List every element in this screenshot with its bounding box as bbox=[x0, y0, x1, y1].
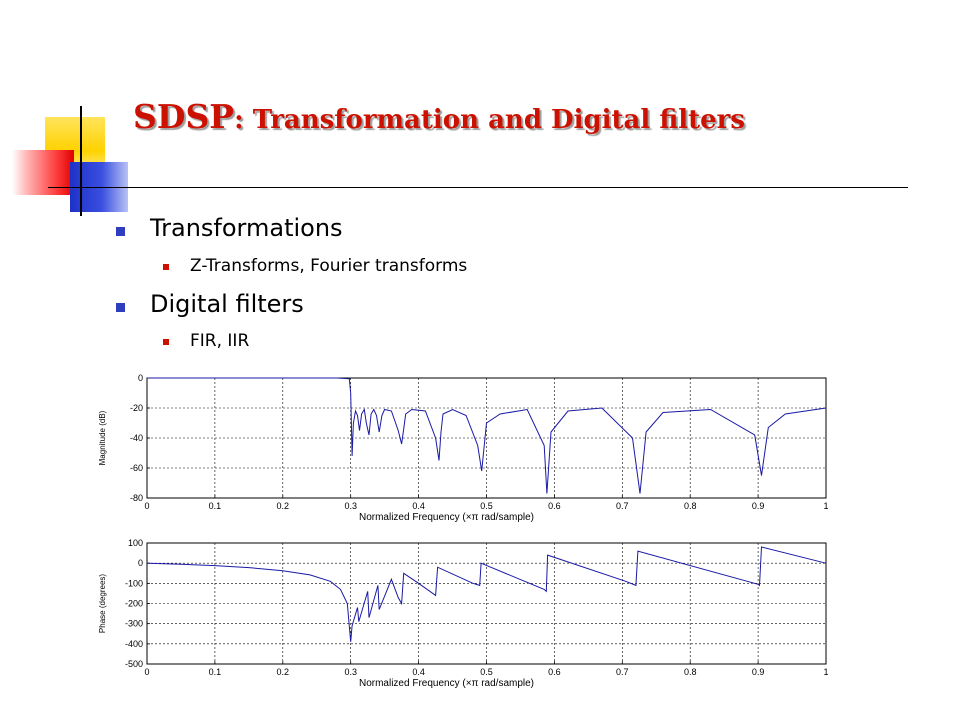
phase-series-line bbox=[146, 546, 827, 642]
bullet-transformations: Transformations bbox=[150, 214, 343, 242]
phase-ylabel: Phase (degrees) bbox=[98, 574, 107, 633]
magnitude-xtick-label: 0.8 bbox=[684, 501, 697, 511]
phase-ytick-label: -500 bbox=[125, 659, 143, 669]
phase-xtick-label: 0.5 bbox=[480, 667, 493, 677]
magnitude-xtick-label: 0.3 bbox=[344, 501, 357, 511]
phase-xtick-label: 0.8 bbox=[684, 667, 697, 677]
phase-xtick-label: 0 bbox=[144, 667, 149, 677]
phase-xtick-label: 0.7 bbox=[616, 667, 629, 677]
magnitude-xtick-label: 0.6 bbox=[548, 501, 561, 511]
phase-xtick-label: 0.2 bbox=[277, 667, 290, 677]
magnitude-xlabel: Normalized Frequency (×π rad/sample) bbox=[359, 512, 534, 523]
bullet-square-icon bbox=[116, 227, 125, 236]
phase-xtick-label: 0.6 bbox=[548, 667, 561, 677]
phase-xtick-label: 0.9 bbox=[752, 667, 765, 677]
phase-ytick-label: -400 bbox=[125, 639, 143, 649]
magnitude-ytick-label: 0 bbox=[138, 373, 143, 383]
page-title: SDSP: Transformation and Digital filters bbox=[133, 97, 745, 136]
magnitude-ylabel: Magnitude (dB) bbox=[98, 410, 107, 465]
magnitude-xtick-label: 0 bbox=[144, 501, 149, 511]
magnitude-ytick-label: -20 bbox=[130, 403, 143, 413]
magnitude-ytick-label: -60 bbox=[130, 463, 143, 473]
sub-bullet-transforms: Z-Transforms, Fourier transforms bbox=[190, 256, 468, 276]
magnitude-xtick-label: 1 bbox=[823, 501, 828, 511]
magnitude-xtick-label: 0.7 bbox=[616, 501, 629, 511]
bullet-square-icon bbox=[116, 303, 125, 312]
phase-ytick-label: 100 bbox=[128, 538, 143, 548]
bullet-digital-filters: Digital filters bbox=[150, 290, 304, 318]
sub-bullet-square-icon bbox=[163, 339, 169, 345]
phase-xtick-label: 0.4 bbox=[412, 667, 425, 677]
magnitude-ytick-label: -80 bbox=[130, 493, 143, 503]
magnitude-xtick-label: 0.9 bbox=[752, 501, 765, 511]
sub-bullet-fir-iir: FIR, IIR bbox=[190, 331, 250, 351]
magnitude-ytick-label: -40 bbox=[130, 433, 143, 443]
phase-ytick-label: -300 bbox=[125, 619, 143, 629]
phase-ytick-label: -100 bbox=[125, 578, 143, 588]
title-main: SDSP bbox=[133, 97, 235, 136]
sub-bullet-square-icon bbox=[163, 264, 169, 270]
magnitude-xtick-label: 0.1 bbox=[209, 501, 222, 511]
phase-ytick-label: 0 bbox=[138, 558, 143, 568]
phase-xtick-label: 1 bbox=[823, 667, 828, 677]
magnitude-xtick-label: 0.2 bbox=[277, 501, 290, 511]
phase-xlabel: Normalized Frequency (×π rad/sample) bbox=[359, 678, 534, 689]
magnitude-series-line bbox=[147, 377, 827, 494]
phase-xtick-label: 0.3 bbox=[344, 667, 357, 677]
deco-horizontal-line bbox=[48, 187, 908, 188]
title-sub: : Transformation and Digital filters bbox=[234, 105, 745, 135]
phase-ytick-label: -200 bbox=[125, 599, 143, 609]
phase-xtick-label: 0.1 bbox=[209, 667, 222, 677]
deco-vertical-line bbox=[80, 106, 82, 216]
magnitude-xtick-label: 0.4 bbox=[412, 501, 425, 511]
magnitude-xtick-label: 0.5 bbox=[480, 501, 493, 511]
